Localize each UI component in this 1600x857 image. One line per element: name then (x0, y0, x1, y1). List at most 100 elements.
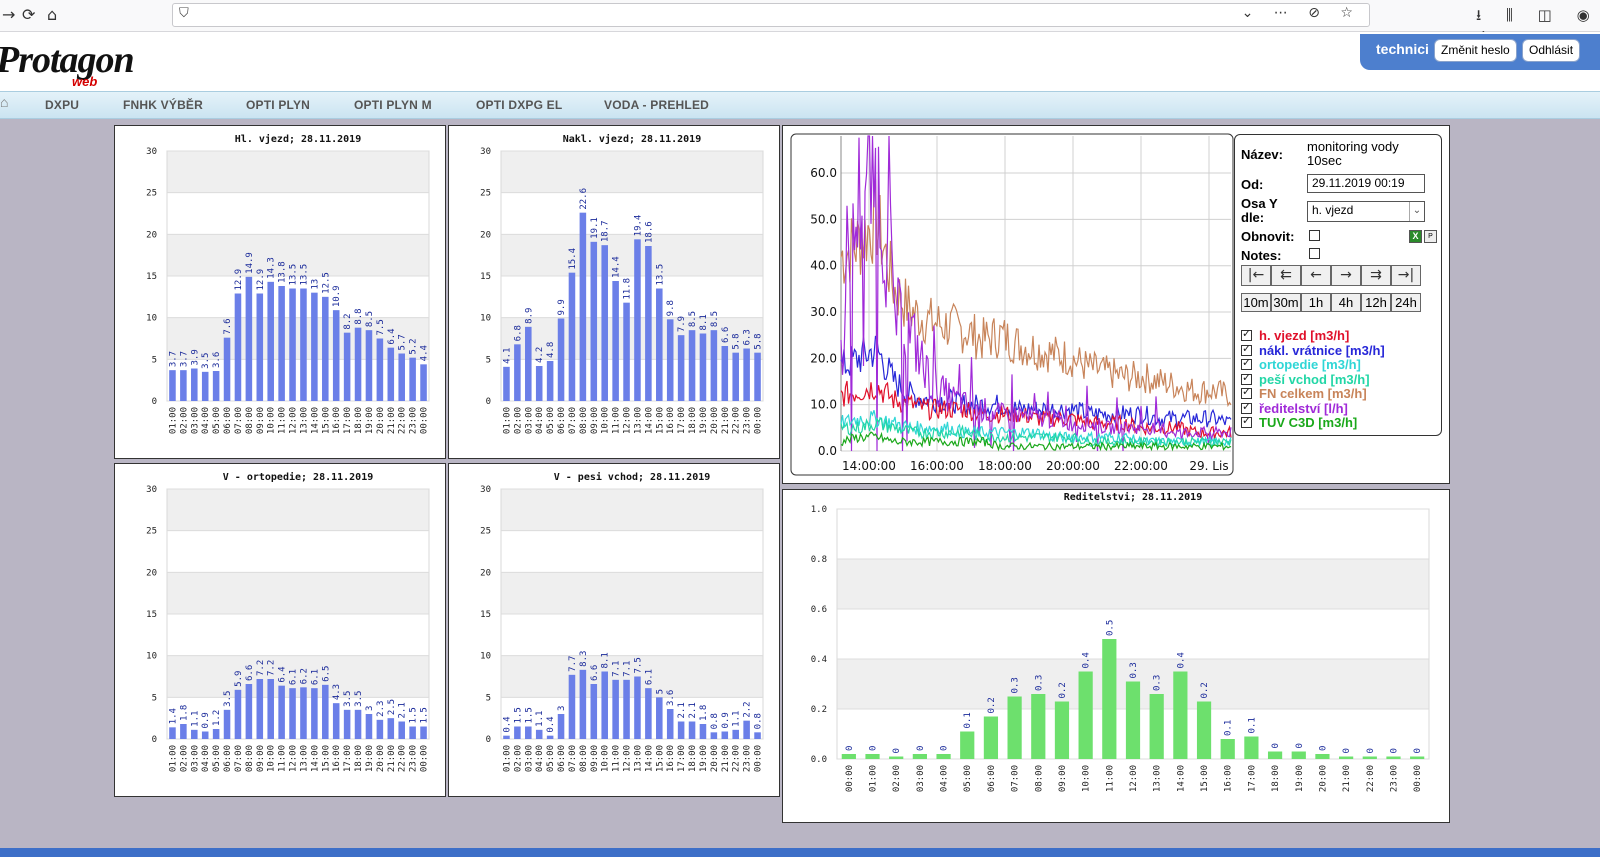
legend-checkbox[interactable] (1241, 385, 1252, 399)
x-tick-label: 06:00 (223, 407, 233, 434)
data-label: 14.9 (245, 252, 255, 274)
x-tick-label: 22:00 (732, 745, 742, 772)
excel-export-icon[interactable]: X (1409, 230, 1422, 243)
bar (180, 370, 187, 401)
legend-checkbox[interactable] (1241, 327, 1252, 341)
reload-icon[interactable]: ⟳ (22, 5, 36, 24)
range-1h-button[interactable]: 1h (1301, 293, 1331, 312)
x-tick-label: 09:00 (256, 745, 266, 772)
home-menu-icon[interactable]: ⌂ (0, 94, 9, 110)
bar (354, 709, 362, 739)
nav-first-button[interactable]: |← (1241, 265, 1271, 286)
bar (332, 703, 340, 739)
menu-item-fnhk-vyber[interactable]: FNHK VÝBĚR (123, 98, 204, 112)
x-tick-label: 12:00 (289, 407, 299, 434)
menu-item-opti-plyn[interactable]: OPTI PLYN (246, 98, 311, 112)
data-label: 19.4 (633, 215, 643, 237)
data-label: 13.5 (655, 264, 665, 286)
bar (1362, 756, 1377, 759)
data-label: 8.1 (699, 314, 709, 330)
home-icon[interactable]: ⌂ (47, 5, 58, 24)
x-tick-label: 13:00 (1153, 765, 1163, 792)
x-tick-label: 10:00 (267, 745, 277, 772)
address-bar[interactable]: ⛉ ⌄ ⋯ ⊘ ☆ (172, 3, 1370, 27)
data-label: 3 (365, 706, 375, 711)
bar (1386, 756, 1401, 759)
shield-icon[interactable]: ⛉ (179, 6, 189, 21)
data-label: 0.1 (1224, 720, 1234, 736)
data-label: 1.5 (409, 707, 419, 723)
range-4h-button[interactable]: 4h (1331, 293, 1361, 312)
x-tick-label: 22:00 (398, 745, 408, 772)
range-24h-button[interactable]: 24h (1391, 293, 1421, 312)
bar (300, 687, 307, 739)
page-actions-icons[interactable]: ⌄ ⋯ ⊘ ☆ (1241, 5, 1361, 21)
x-tick-label: 00:00 (754, 745, 764, 772)
x-tick-label: 20:00 (1318, 765, 1328, 792)
y-tick-label: 0 (152, 735, 157, 745)
data-label: 10.9 (332, 285, 342, 307)
x-tick-label: 05:00 (212, 745, 222, 772)
axis-select-value: h. vjezd (1312, 203, 1354, 217)
data-label: 6.4 (278, 666, 288, 682)
data-label: 3.6 (212, 352, 222, 368)
chevron-down-icon[interactable]: ⌄ (1409, 202, 1424, 221)
nav-last-button[interactable]: →| (1391, 265, 1421, 286)
legend-checkbox[interactable] (1241, 342, 1252, 356)
page-header (0, 32, 1600, 91)
data-label: 3.5 (354, 691, 364, 707)
range-10m-button[interactable]: 10m (1241, 293, 1271, 312)
legend-checkbox[interactable] (1241, 414, 1252, 428)
y-tick-label: 0.8 (811, 555, 827, 565)
nav-forward-fast-button[interactable]: ⇉ (1361, 265, 1391, 286)
bar (634, 676, 641, 739)
notes-checkbox[interactable] (1309, 248, 1320, 259)
x-tick-label: 08:00 (245, 745, 255, 772)
y-tick-label: 1.0 (811, 505, 827, 515)
from-date-input[interactable]: 29.11.2019 00:19 (1307, 174, 1425, 193)
bar (191, 368, 198, 401)
x-tick-label: 00:00 (420, 745, 430, 772)
range-12h-button[interactable]: 12h (1361, 293, 1391, 312)
y-tick-label: 30 (480, 485, 491, 495)
nav-forward-button[interactable]: → (1331, 265, 1361, 286)
data-label: 8.1 (601, 652, 611, 668)
bar (623, 302, 630, 401)
nav-back-button[interactable]: ← (1301, 265, 1331, 286)
legend-checkbox[interactable] (1241, 400, 1252, 414)
logout-button[interactable]: Odhlásit (1522, 39, 1581, 62)
data-label: 12.9 (234, 269, 244, 291)
bar (420, 364, 427, 401)
menu-item-dxpu[interactable]: DXPU (45, 98, 80, 112)
data-label: 8.9 (524, 308, 534, 324)
range-30m-button[interactable]: 30m (1271, 293, 1301, 312)
axis-select[interactable]: h. vjezd ⌄ (1307, 201, 1425, 222)
menu-item-voda-prehled[interactable]: VODA - PREHLED (604, 98, 710, 112)
x-tick-label: 06:00 (223, 745, 233, 772)
x-tick-label: 20:00 (710, 745, 720, 772)
bar (579, 212, 587, 401)
data-label: 5.7 (398, 334, 408, 350)
chart-title: V - ortopedie; 28.11.2019 (223, 471, 374, 483)
data-label: 15.4 (568, 248, 578, 270)
bar (1267, 751, 1283, 759)
bar (535, 729, 543, 739)
legend-checkbox[interactable] (1241, 371, 1252, 385)
menu-item-opti-dxpg-el[interactable]: OPTI DXPG EL (476, 98, 563, 112)
bar (514, 344, 521, 401)
menu-item-opti-plyn-m[interactable]: OPTI PLYN M (354, 98, 432, 112)
forward-icon[interactable]: → (2, 5, 16, 24)
y-tick-label: 25 (480, 527, 491, 537)
x-tick-label: 14:00 (1176, 765, 1186, 792)
x-tick-label: 18:00 (688, 407, 698, 434)
grid-band (167, 572, 429, 614)
change-password-button[interactable]: Změnit heslo (1434, 39, 1517, 62)
legend-checkbox[interactable] (1241, 356, 1252, 370)
nav-back-fast-button[interactable]: ⇇ (1271, 265, 1301, 286)
x-tick-label: 19:00 (699, 745, 709, 772)
data-label: 0.8 (754, 713, 764, 729)
bar (721, 346, 729, 401)
y-tick-label: 0.0 (811, 755, 827, 765)
pdf-export-icon[interactable]: P (1424, 230, 1437, 243)
refresh-checkbox[interactable] (1309, 230, 1320, 241)
